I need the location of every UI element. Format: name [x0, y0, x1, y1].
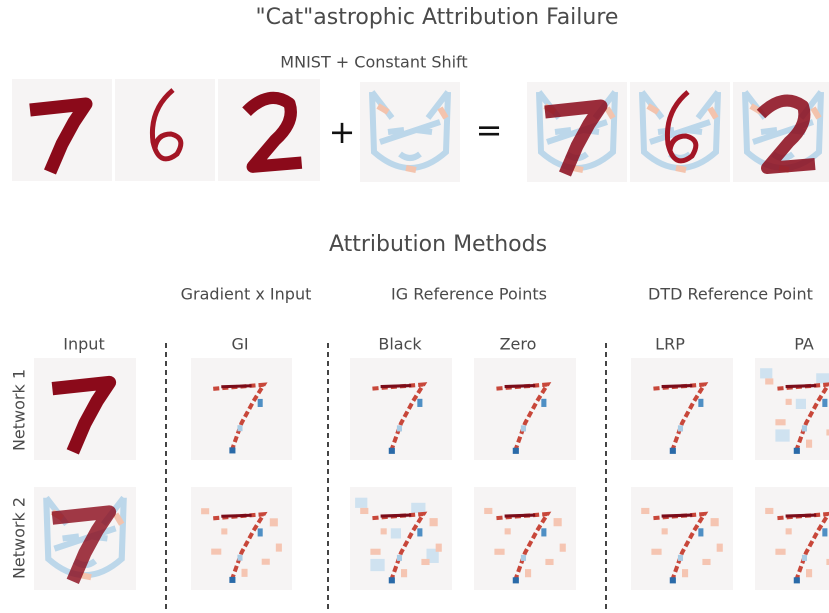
column-label: GI: [231, 335, 248, 354]
column-label: Input: [63, 335, 104, 354]
equals-sign: =: [476, 111, 503, 149]
row-label: Network 2: [10, 497, 29, 579]
separators: [165, 343, 607, 613]
subtitle: MNIST + Constant Shift: [280, 53, 467, 72]
mnist-digits: [12, 79, 320, 181]
network-1-row: [34, 358, 829, 460]
section-title: Attribution Methods: [329, 232, 547, 257]
network-2-row: [34, 487, 829, 590]
column-label: Zero: [500, 335, 537, 354]
plus-sign: +: [329, 113, 356, 151]
column-label: LRP: [655, 335, 685, 354]
row-label: Network 1: [10, 369, 29, 451]
title: "Cat"astrophic Attribution Failure: [256, 5, 619, 30]
group-label: IG Reference Points: [391, 285, 547, 304]
column-label: Black: [378, 335, 422, 354]
cat-shift: [360, 82, 460, 182]
group-label: Gradient x Input: [181, 285, 312, 304]
group-label: DTD Reference Point: [648, 285, 813, 304]
column-label: PA: [794, 335, 814, 354]
shifted-digits: [527, 82, 829, 182]
